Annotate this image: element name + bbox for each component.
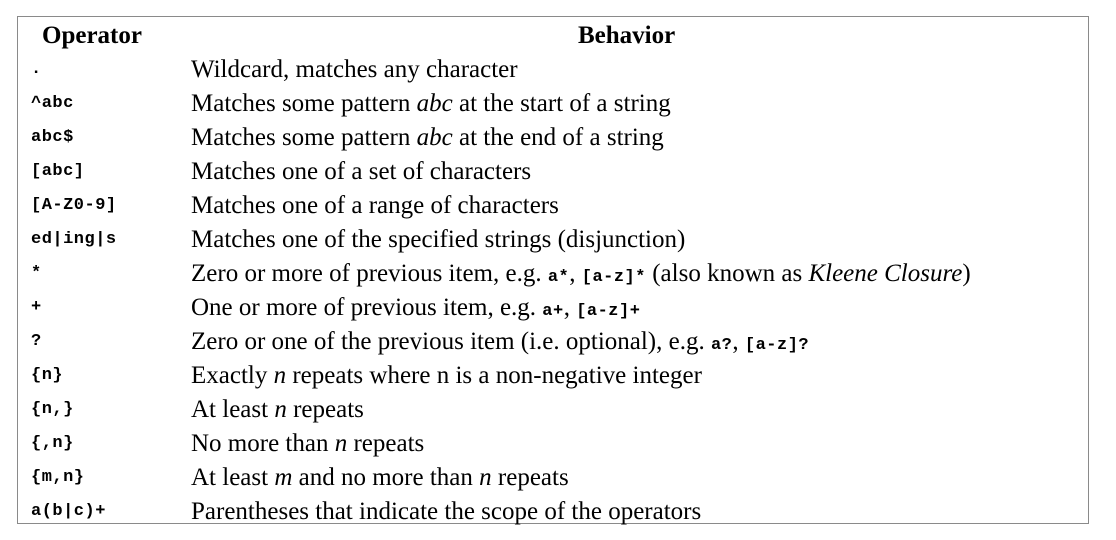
behavior-text: at the end of a string bbox=[452, 124, 664, 151]
behavior-text: ) bbox=[962, 260, 971, 287]
operator-cell: * bbox=[31, 264, 42, 283]
emphasis-text: n bbox=[273, 362, 287, 389]
behavior-text: repeats where n is a non-negative intege… bbox=[286, 362, 702, 389]
behavior-cell: Parentheses that indicate the scope of t… bbox=[191, 495, 701, 529]
behavior-cell: No more than n repeats bbox=[191, 427, 424, 461]
behavior-text: Exactly bbox=[191, 362, 274, 389]
code-example: [a-z]? bbox=[744, 336, 810, 355]
emphasis-text: Kleene Closure bbox=[808, 260, 963, 287]
table-row: [abc] Matches one of a set of characters bbox=[0, 155, 1116, 189]
header-operator: Operator bbox=[42, 22, 142, 49]
emphasis-text: n bbox=[334, 430, 348, 457]
operator-cell: ed|ing|s bbox=[31, 230, 117, 249]
behavior-text: , bbox=[732, 328, 745, 355]
emphasis-text: n bbox=[274, 396, 287, 423]
behavior-cell: Matches some pattern abc at the end of a… bbox=[191, 121, 664, 155]
table-row: abc$ Matches some pattern abc at the end … bbox=[0, 121, 1116, 155]
table-row: . Wildcard, matches any character bbox=[0, 53, 1116, 87]
behavior-text: Matches one of the specified strings (di… bbox=[191, 226, 686, 253]
behavior-cell: At least n repeats bbox=[191, 393, 364, 427]
behavior-text: Parentheses that indicate the scope of t… bbox=[191, 498, 702, 525]
behavior-cell: One or more of previous item, e.g. a+, [… bbox=[191, 291, 640, 329]
operator-cell: + bbox=[31, 298, 42, 317]
operator-cell: . bbox=[31, 60, 42, 79]
behavior-text: No more than bbox=[191, 430, 335, 457]
behavior-text: , bbox=[563, 294, 577, 321]
behavior-text: repeats bbox=[286, 396, 364, 423]
table-row: {n,} At least n repeats bbox=[0, 393, 1116, 427]
operator-cell: a(b|c)+ bbox=[31, 502, 106, 521]
behavior-text: repeats bbox=[491, 464, 569, 491]
table-row: [A-Z0-9] Matches one of a range of charac… bbox=[0, 189, 1116, 223]
behavior-cell: Matches one of the specified strings (di… bbox=[191, 223, 685, 257]
behavior-cell: At least m and no more than n repeats bbox=[191, 461, 569, 495]
behavior-text: , bbox=[569, 260, 582, 287]
operator-cell: {m,n} bbox=[31, 468, 85, 487]
operator-cell: [A-Z0-9] bbox=[31, 196, 117, 215]
behavior-cell: Matches one of a set of characters bbox=[191, 155, 531, 189]
operator-cell: abc$ bbox=[31, 128, 74, 147]
emphasis-text: m bbox=[274, 464, 293, 491]
table-row: + One or more of previous item, e.g. a+, … bbox=[0, 291, 1116, 325]
behavior-text: At least bbox=[191, 396, 275, 423]
operator-cell: {,n} bbox=[31, 434, 74, 453]
behavior-text: Matches some pattern bbox=[191, 90, 417, 117]
behavior-text: Matches one of a set of characters bbox=[191, 158, 532, 185]
operator-cell: {n,} bbox=[31, 400, 74, 419]
code-example: a+ bbox=[542, 302, 564, 321]
operator-cell: [abc] bbox=[31, 162, 85, 181]
operator-cell: {n} bbox=[31, 366, 64, 385]
code-example: a? bbox=[710, 336, 733, 355]
operator-cell: ? bbox=[31, 332, 42, 351]
header-behavior: Behavior bbox=[578, 22, 676, 49]
behavior-text: and no more than bbox=[292, 464, 480, 491]
emphasis-text: n bbox=[479, 464, 492, 491]
behavior-text: One or more of previous item, e.g. bbox=[191, 294, 543, 321]
behavior-text: (also known as bbox=[645, 260, 809, 287]
table-frame bbox=[17, 16, 1089, 524]
behavior-text: Zero or more of previous item, e.g. bbox=[191, 260, 548, 287]
table-row: ed|ing|s Matches one of the specified str… bbox=[0, 223, 1116, 257]
emphasis-text: abc bbox=[416, 124, 453, 151]
table-row: ^abc Matches some pattern abc at the star… bbox=[0, 87, 1116, 121]
behavior-text: repeats bbox=[347, 430, 425, 457]
behavior-text: Wildcard, matches any character bbox=[191, 56, 518, 83]
behavior-text: At least bbox=[191, 464, 275, 491]
emphasis-text: abc bbox=[416, 90, 453, 117]
behavior-cell: Wildcard, matches any character bbox=[191, 53, 518, 87]
table-row: {,n} No more than n repeats bbox=[0, 427, 1116, 461]
behavior-cell: Exactly n repeats where n is a non-negat… bbox=[191, 359, 702, 393]
code-example: a* bbox=[547, 268, 570, 287]
operator-cell: ^abc bbox=[31, 94, 74, 113]
behavior-cell: Zero or one of the previous item (i.e. o… bbox=[191, 325, 809, 363]
behavior-text: at the start of a string bbox=[452, 90, 671, 117]
table-row: ? Zero or one of the previous item (i.e. … bbox=[0, 325, 1116, 359]
code-example: [a-z]+ bbox=[576, 302, 641, 321]
table-row: {m,n} At least m and no more than n repea… bbox=[0, 461, 1116, 495]
behavior-text: Zero or one of the previous item (i.e. o… bbox=[191, 328, 711, 355]
behavior-text: Matches some pattern bbox=[191, 124, 417, 151]
table-row: * Zero or more of previous item, e.g. a*,… bbox=[0, 257, 1116, 291]
behavior-cell: Matches some pattern abc at the start of… bbox=[191, 87, 671, 121]
behavior-cell: Matches one of a range of characters bbox=[191, 189, 559, 223]
table-row: a(b|c)+ Parentheses that indicate the sco… bbox=[0, 495, 1116, 529]
behavior-text: Matches one of a range of characters bbox=[191, 192, 559, 219]
code-example: [a-z]* bbox=[581, 268, 646, 287]
table-row: {n} Exactly n repeats where n is a non-ne… bbox=[0, 359, 1116, 393]
behavior-cell: Zero or more of previous item, e.g. a*, … bbox=[191, 257, 971, 295]
